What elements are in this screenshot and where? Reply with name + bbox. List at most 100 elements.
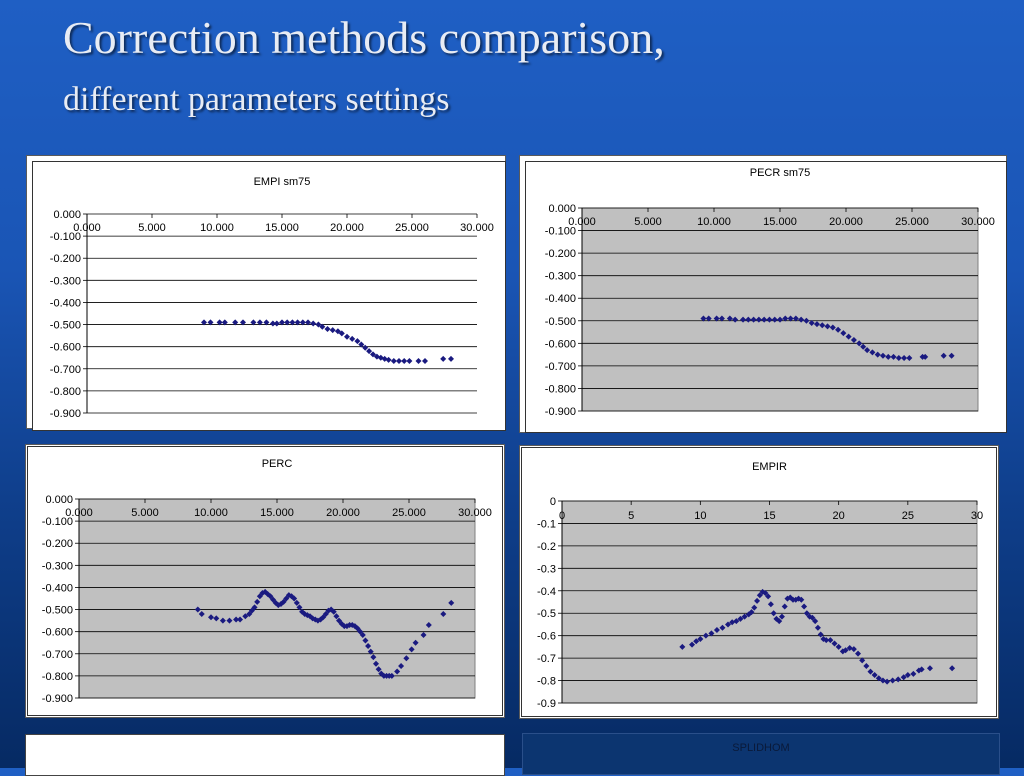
data-point [855, 650, 862, 657]
data-point [359, 631, 366, 638]
y-tick-label: -0.700 [50, 364, 81, 376]
x-tick-label: 15 [763, 510, 775, 522]
data-point [334, 328, 341, 335]
y-tick-label: -0.300 [42, 560, 73, 572]
data-point [860, 343, 867, 350]
data-point [879, 352, 886, 359]
data-point [194, 606, 201, 613]
data-point [250, 319, 257, 326]
x-tick-label: 10 [694, 510, 706, 522]
data-point [296, 604, 303, 611]
data-point [827, 637, 834, 644]
data-point [814, 624, 821, 631]
data-point [305, 319, 311, 326]
data-point [315, 321, 322, 328]
data-point [697, 636, 704, 643]
y-tick-label: -0.2 [537, 541, 556, 553]
x-tick-label: 30.000 [460, 222, 494, 234]
y-tick-label: -0.300 [545, 271, 576, 283]
data-point [729, 619, 736, 626]
data-point [823, 637, 830, 644]
data-point [330, 608, 337, 615]
data-point [812, 618, 819, 625]
data-point [349, 335, 356, 342]
data-point [425, 622, 432, 629]
data-point [207, 319, 214, 326]
data-point [901, 354, 908, 361]
data-point [759, 588, 766, 595]
data-point [263, 319, 270, 326]
chart-pecr-sm75: PECR sm750.000-0.100-0.200-0.300-0.400-0… [545, 167, 995, 418]
chart-title: EMPIR [752, 461, 787, 473]
y-tick-label: -0.100 [545, 226, 576, 238]
data-point [216, 319, 223, 326]
x-tick-label: 5.000 [131, 507, 159, 519]
slide-title: Correction methods comparison, [63, 12, 665, 63]
chart-empi-sm75: EMPI sm750.000-0.100-0.200-0.300-0.400-0… [50, 176, 494, 420]
data-point [733, 618, 740, 625]
data-point [850, 646, 857, 653]
data-point [869, 349, 876, 356]
data-point [778, 613, 785, 620]
data-point [201, 319, 207, 326]
data-point [354, 338, 361, 345]
data-point [237, 616, 244, 623]
data-point [835, 643, 842, 650]
y-tick-label: -0.1 [537, 518, 556, 530]
data-point [299, 319, 306, 326]
data-point [859, 657, 866, 664]
data-point [338, 330, 345, 337]
data-point [809, 614, 816, 621]
y-tick-label: -0.200 [42, 538, 73, 550]
data-point [915, 667, 922, 674]
data-point [324, 325, 331, 332]
plot-area [87, 214, 477, 413]
data-point [275, 602, 282, 609]
y-tick-label: -0.800 [50, 386, 81, 398]
data-point [269, 320, 276, 327]
x-tick-label: 20.000 [326, 507, 360, 519]
data-point [256, 319, 263, 326]
data-point [819, 322, 826, 329]
data-point [366, 348, 373, 355]
x-tick-label: 15.000 [763, 216, 797, 228]
chart-panel-splidhom: SPLIDHOM [522, 733, 1000, 775]
data-point [333, 613, 340, 620]
y-tick-label: -0.900 [42, 693, 73, 705]
data-point [689, 641, 696, 648]
x-tick-label: 15.000 [260, 507, 294, 519]
data-point [291, 595, 298, 602]
data-point [310, 320, 317, 327]
x-tick-label: 20 [833, 510, 845, 522]
data-point [850, 336, 857, 343]
data-point [221, 319, 228, 326]
chart-panel-pecr-sm75: PECR sm75 0.000 -0.100 -0.200 -0.300 -0.400 -0… [519, 155, 1009, 435]
slide-subtitle: different parameters settings [63, 81, 450, 118]
data-point [831, 640, 838, 647]
data-point [367, 648, 374, 655]
data-point [273, 320, 280, 327]
y-tick-label: -0.500 [50, 320, 81, 332]
data-point [871, 671, 878, 678]
x-tick-label: 25 [902, 510, 914, 522]
y-tick-label: -0.7 [537, 653, 556, 665]
chart-panel-empir: EMPIR 0 -0.1 -0.2 -0.3 -0.4 -0.5 -0.6 -0.7 -0.8 -0… [519, 445, 1001, 721]
data-point [803, 610, 810, 617]
chart-panel-perc: PERC 0.000 -0.100 -0.200 -0.300 -0.400 -0.500-… [25, 444, 507, 720]
data-point [279, 319, 285, 326]
data-point [784, 595, 791, 602]
data-point [741, 613, 748, 620]
data-point [863, 662, 870, 669]
data-point [440, 610, 447, 617]
y-tick-label: -0.700 [545, 361, 576, 373]
x-tick-label: 20.000 [330, 222, 364, 234]
data-point [284, 319, 291, 326]
data-point [240, 319, 246, 326]
x-tick-label: 0.000 [65, 507, 93, 519]
data-point [412, 639, 419, 646]
chart-title: EMPI sm75 [254, 176, 311, 188]
data-point [289, 319, 296, 326]
data-point [293, 599, 300, 606]
data-point [895, 676, 902, 683]
data-point [725, 621, 731, 628]
